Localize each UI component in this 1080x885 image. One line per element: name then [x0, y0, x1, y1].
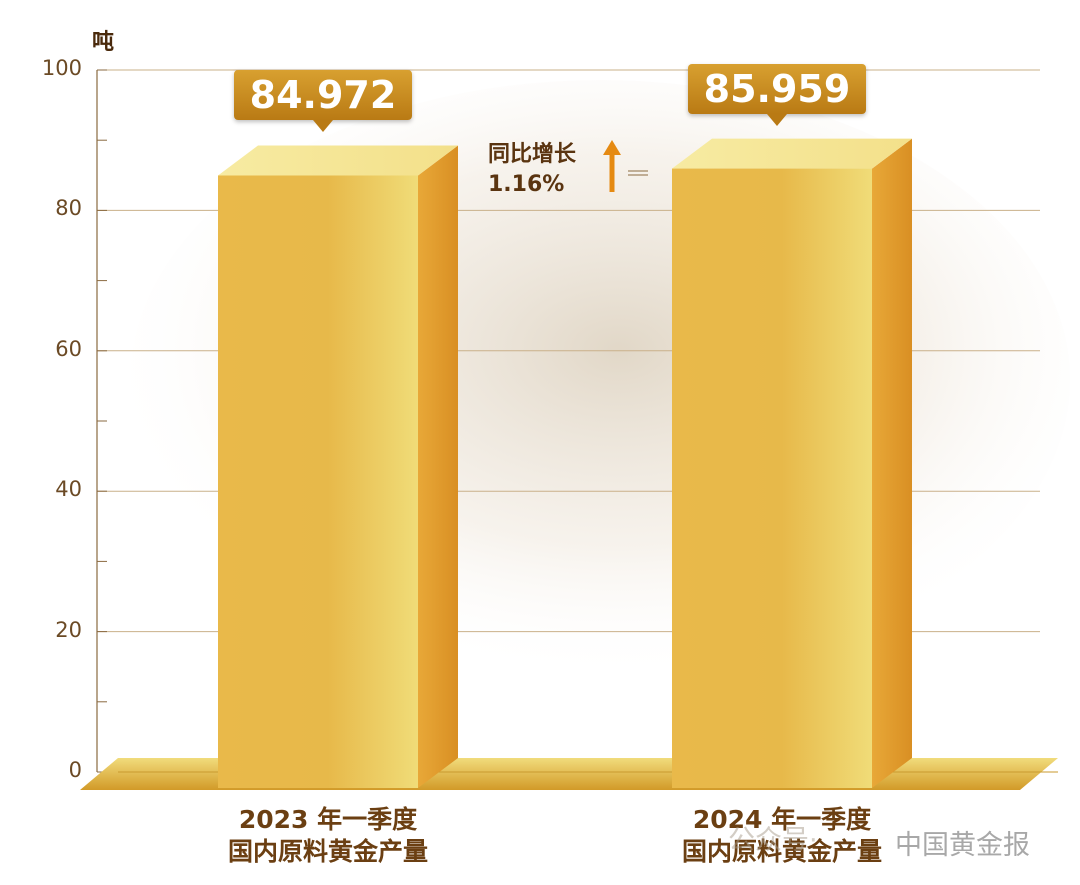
growth-annotation: 同比增长 1.16% [488, 140, 576, 200]
bar-top-1 [672, 138, 912, 169]
category-label-0: 2023 年一季度 国内原料黄金产量 [168, 804, 488, 868]
y-tick-label: 100 [41, 56, 82, 80]
up-arrow-head [603, 140, 621, 155]
bar-1 [672, 168, 872, 789]
y-tick-label: 20 [55, 617, 82, 642]
value-label-0: 84.972 [234, 70, 412, 133]
growth-label: 同比增长 [488, 142, 577, 167]
growth-value: 1.16% [488, 172, 565, 197]
category-label-1: 2024 年一季度 国内原料黄金产量 [622, 804, 942, 868]
bar-side-1 [872, 138, 912, 789]
bar-top-0 [218, 145, 458, 176]
category-label-line: 2023 年一季度 [238, 805, 418, 834]
category-label-line: 国内原料黄金产量 [227, 837, 428, 866]
bar-side-0 [418, 145, 458, 788]
category-label-line: 国内原料黄金产量 [681, 837, 882, 866]
y-tick-label: 40 [55, 477, 82, 502]
bar-0 [218, 175, 418, 788]
category-label-line: 2024 年一季度 [692, 805, 872, 834]
value-label-1: 85.959 [688, 63, 866, 126]
watermark: 中国黄金报 [895, 830, 1030, 861]
y-tick-label: 60 [55, 336, 82, 361]
y-tick-label: 80 [55, 196, 82, 221]
y-tick-label: 0 [68, 758, 82, 782]
watermark-prefix: 公众号· [728, 825, 818, 856]
y-axis-unit-label: 吨 [92, 30, 115, 55]
